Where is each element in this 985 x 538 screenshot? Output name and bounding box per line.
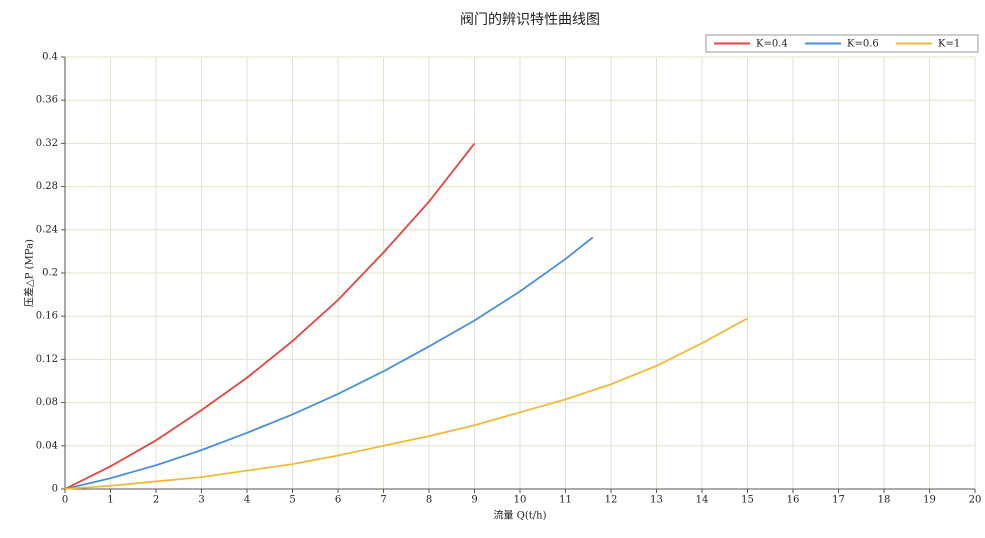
x-axis-label: 流量 Q(t/h) (493, 509, 546, 522)
y-tick-label: 0.04 (36, 440, 58, 451)
legend-label: K=1 (938, 39, 960, 50)
x-tick-label: 8 (426, 495, 432, 506)
x-tick-label: 10 (514, 495, 527, 506)
legend-label: K=0.6 (847, 39, 879, 50)
y-tick-label: 0.32 (36, 138, 58, 149)
y-tick-label: 0.12 (36, 354, 58, 365)
x-tick-label: 20 (969, 495, 982, 506)
y-tick-label: 0.2 (42, 268, 58, 279)
x-tick-label: 0 (62, 495, 68, 506)
x-tick-label: 11 (559, 495, 572, 506)
y-tick-label: 0.36 (36, 95, 58, 106)
y-tick-label: 0.24 (36, 224, 58, 235)
x-tick-label: 16 (787, 495, 800, 506)
x-tick-label: 9 (471, 495, 477, 506)
x-tick-label: 3 (198, 495, 204, 506)
line-series (64, 236, 594, 490)
chart-title: 阀门的辨识特性曲线图 (460, 12, 600, 28)
x-tick-label: 1 (107, 495, 113, 506)
x-tick-label: 5 (289, 495, 295, 506)
legend-box (705, 34, 979, 53)
y-axis-label: 压差△P (MPa) (23, 239, 36, 307)
y-tick-label: 0.16 (36, 311, 58, 322)
x-tick-label: 6 (335, 495, 341, 506)
legend-label: K=0.4 (756, 39, 788, 50)
x-tick-label: 15 (741, 495, 754, 506)
x-tick-label: 4 (244, 495, 250, 506)
x-tick-label: 2 (153, 495, 159, 506)
y-tick-label: 0.28 (36, 181, 58, 192)
x-tick-label: 12 (605, 495, 618, 506)
x-tick-label: 17 (832, 495, 845, 506)
x-tick-label: 18 (878, 495, 891, 506)
x-tick-label: 19 (923, 495, 936, 506)
line-series (64, 142, 476, 490)
x-tick-label: 7 (380, 495, 386, 506)
y-tick-label: 0 (52, 484, 58, 495)
line-series (64, 317, 748, 490)
x-tick-label: 13 (650, 495, 663, 506)
y-tick-label: 0.4 (42, 52, 58, 63)
y-tick-label: 0.08 (36, 397, 58, 408)
x-tick-label: 14 (696, 495, 709, 506)
